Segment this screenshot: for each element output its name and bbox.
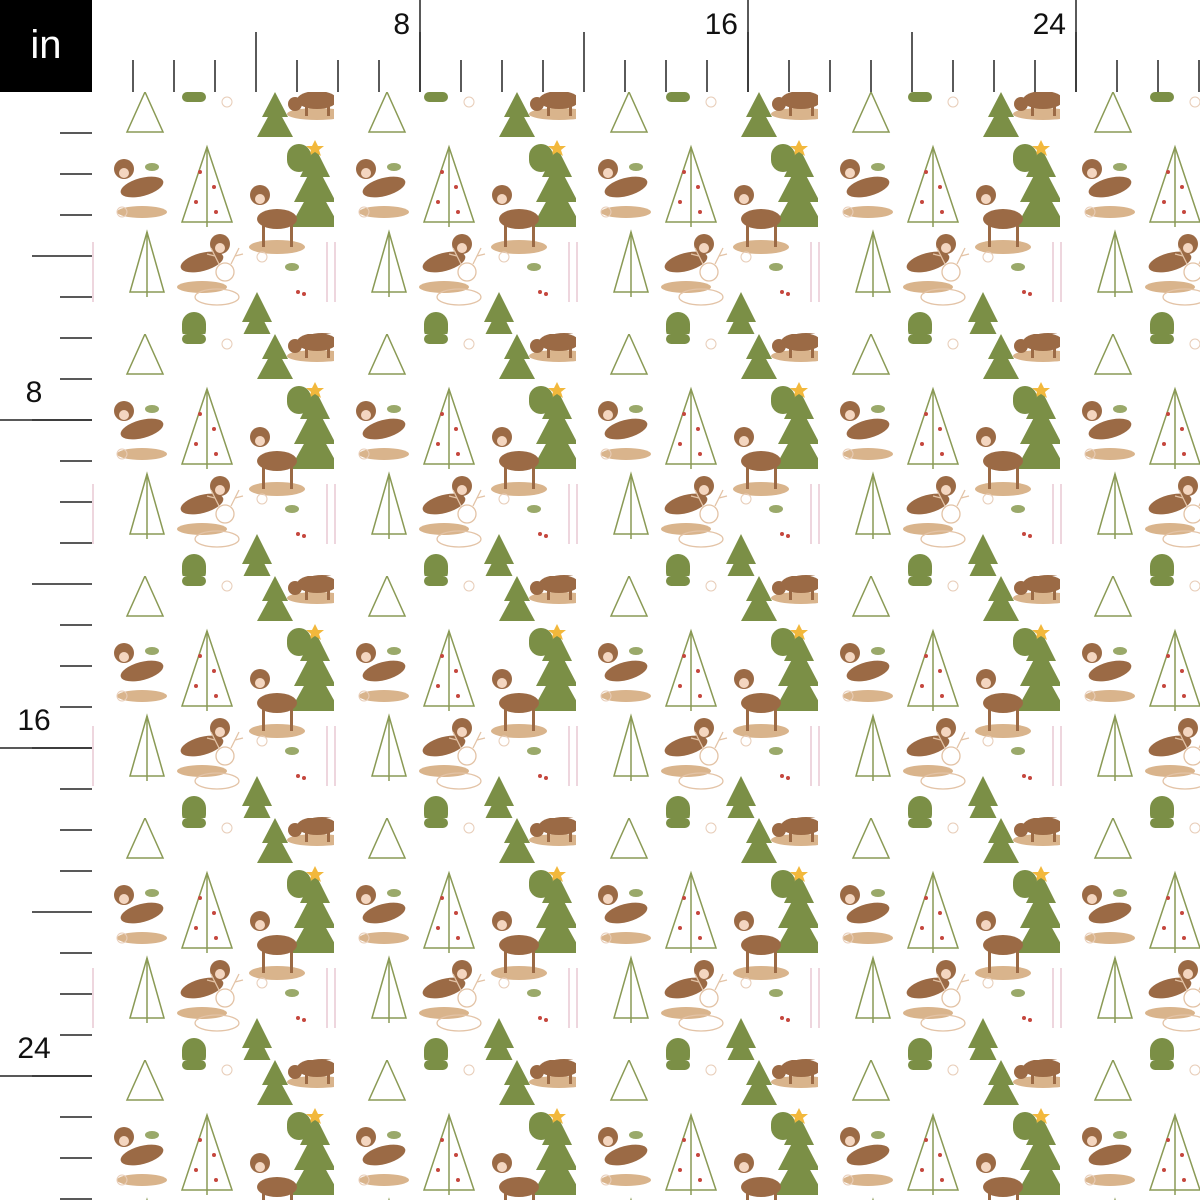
ruler-label: 8: [26, 376, 43, 409]
unit-label: in: [30, 23, 61, 67]
ruler-label: 16: [17, 704, 50, 737]
fabric-pattern: [92, 92, 1200, 1200]
unit-box: [0, 0, 92, 92]
top-ruler: [92, 0, 1200, 92]
ruler-label: 24: [17, 1032, 50, 1065]
ruler-label: 8: [393, 8, 410, 41]
ruler-label: 24: [1033, 8, 1066, 41]
ruler-label: 16: [705, 8, 738, 41]
left-ruler: [0, 92, 92, 1200]
